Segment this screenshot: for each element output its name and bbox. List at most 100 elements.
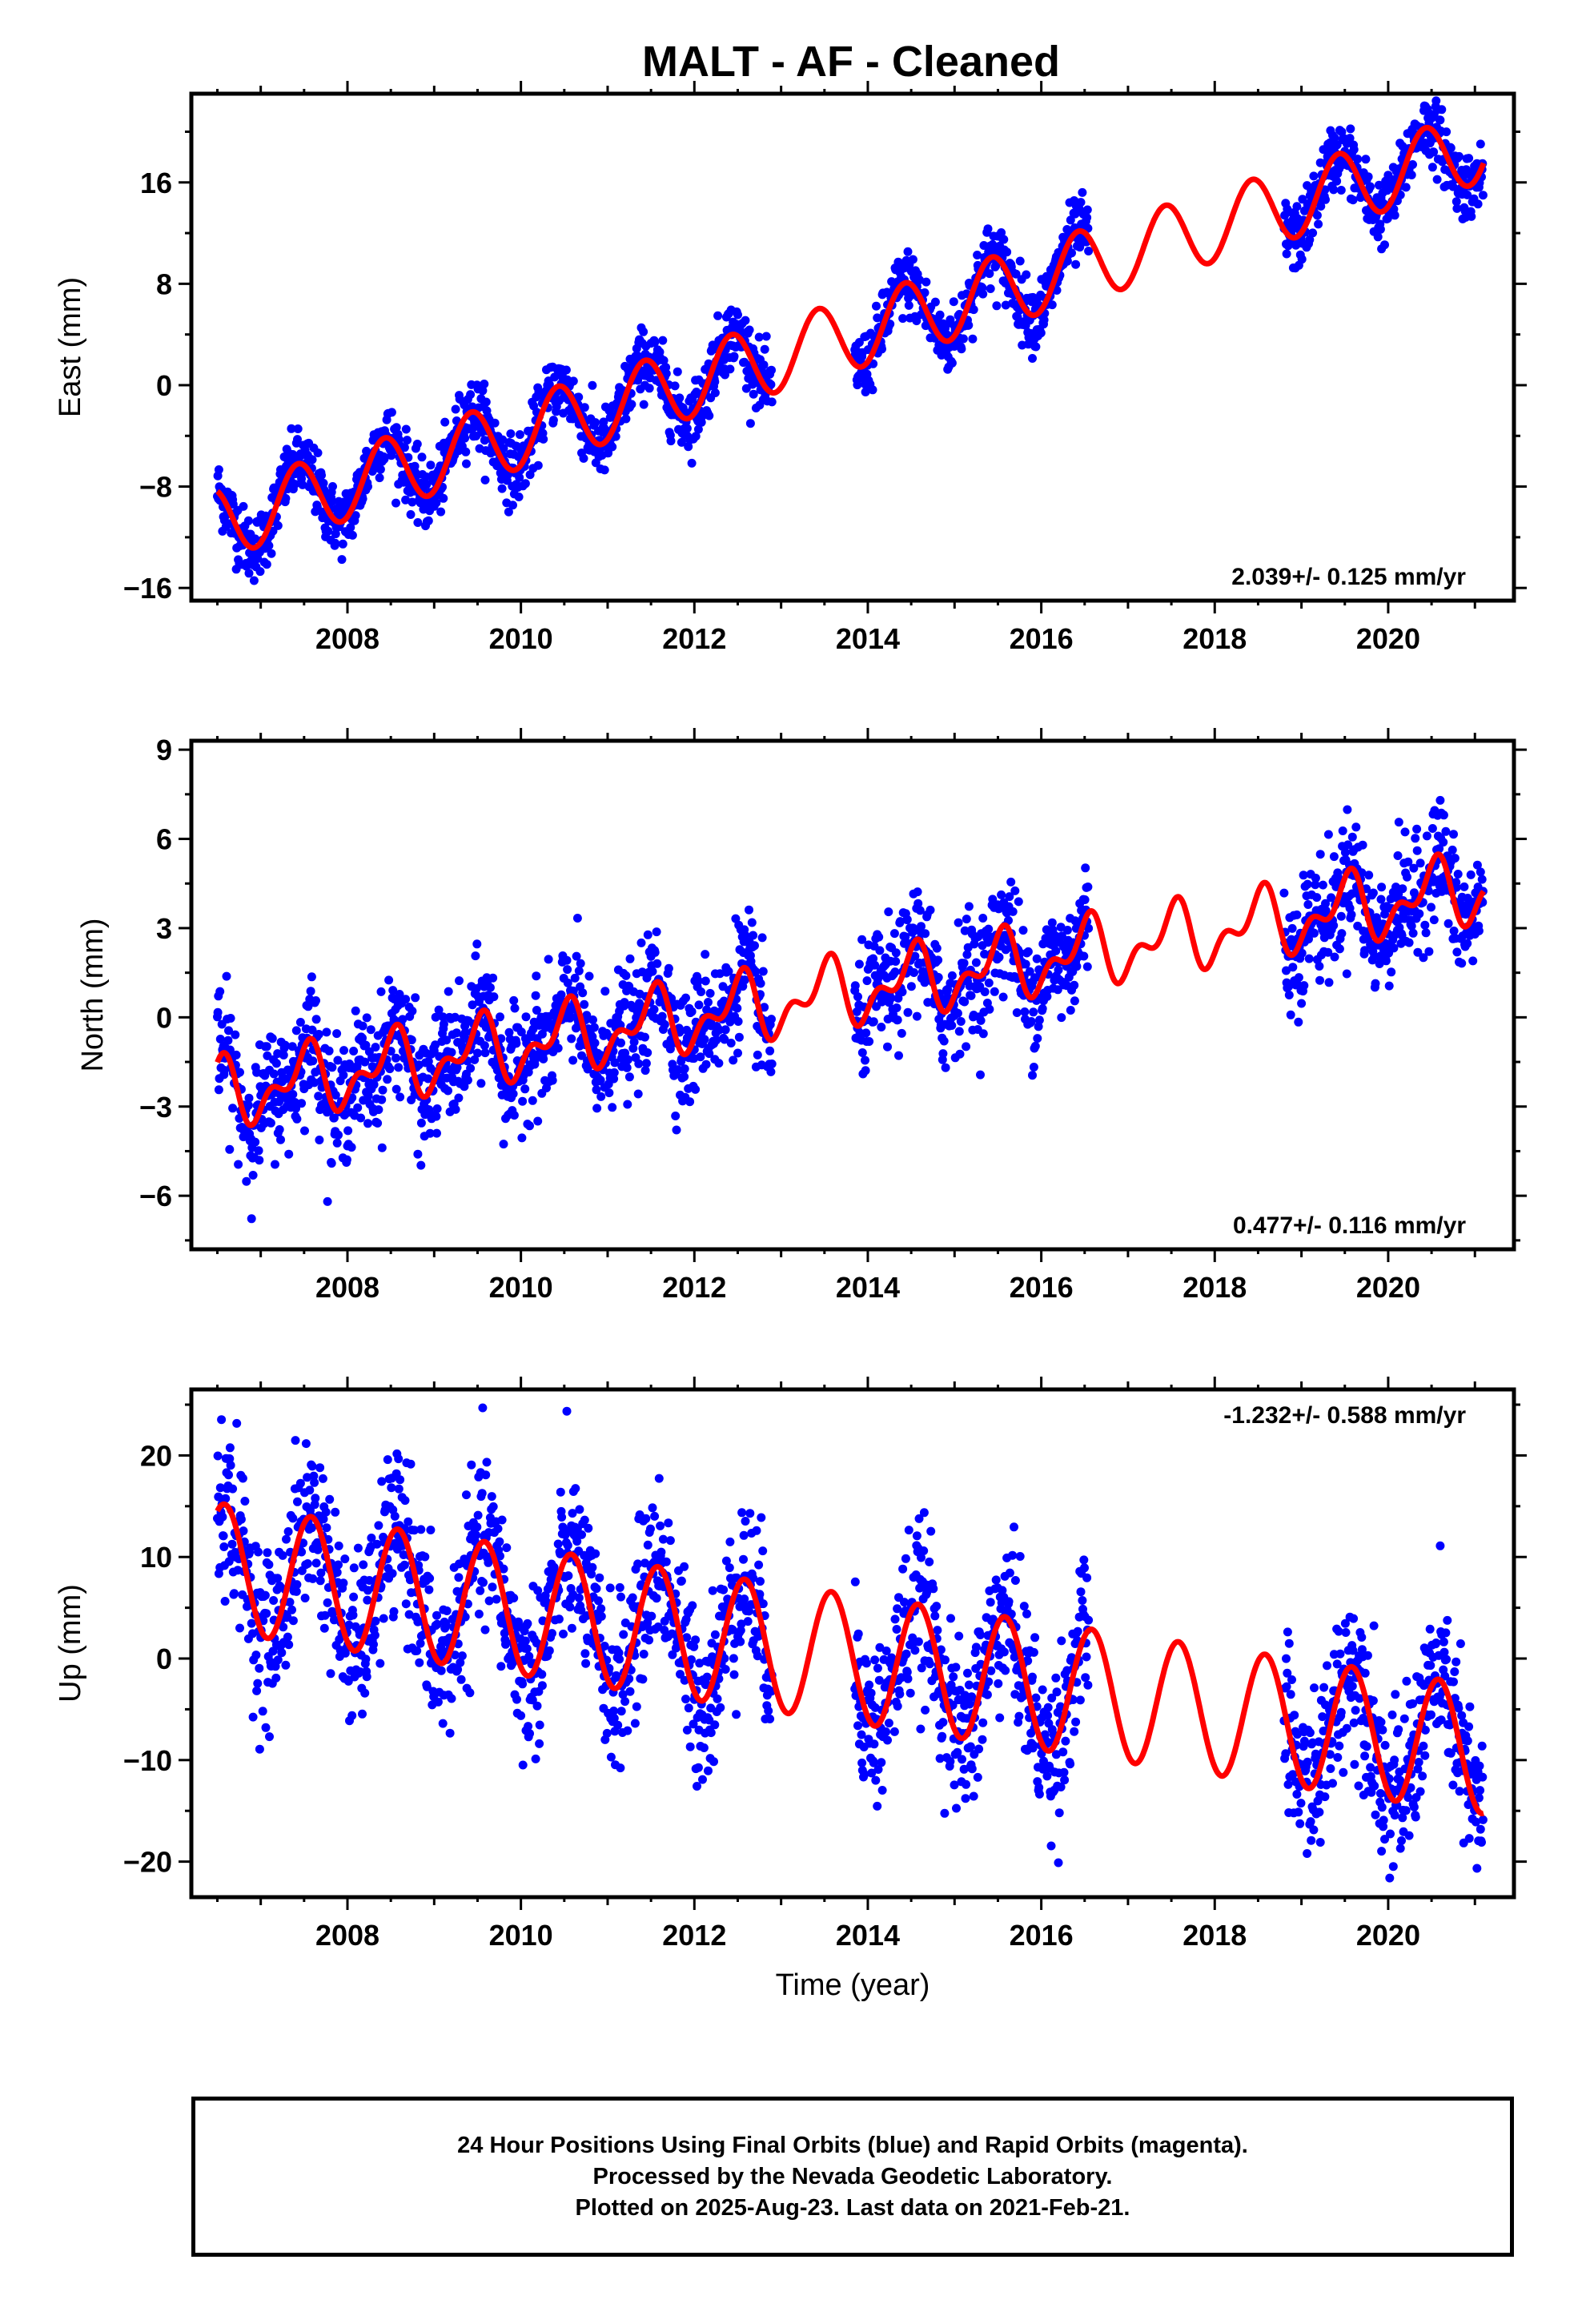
- data-point: [1034, 1015, 1044, 1025]
- data-point: [954, 918, 963, 927]
- data-point: [415, 1658, 424, 1667]
- data-point: [406, 1459, 416, 1469]
- data-point: [407, 1035, 416, 1045]
- data-point: [853, 992, 862, 1002]
- data-point: [394, 1063, 404, 1072]
- data-point: [640, 1032, 649, 1042]
- data-point: [751, 967, 761, 976]
- data-point: [400, 443, 409, 452]
- data-point: [652, 1594, 661, 1603]
- data-point: [721, 370, 729, 380]
- data-point: [1287, 923, 1297, 933]
- x-tick-label: 2018: [1182, 1271, 1247, 1304]
- data-point: [532, 1006, 541, 1015]
- data-point: [1047, 918, 1057, 927]
- data-point: [358, 494, 367, 504]
- data-point: [375, 473, 384, 483]
- data-point: [1412, 824, 1422, 834]
- data-point: [561, 365, 571, 375]
- data-point: [295, 1018, 305, 1027]
- data-point: [1332, 176, 1342, 186]
- data-point: [874, 932, 884, 942]
- data-point: [1034, 1022, 1043, 1031]
- data-point: [865, 1037, 874, 1046]
- data-point: [1031, 342, 1041, 352]
- data-point: [639, 400, 648, 409]
- data-point: [324, 1046, 334, 1055]
- data-point: [474, 1610, 484, 1618]
- data-point: [680, 1064, 689, 1074]
- data-point: [681, 993, 690, 1003]
- data-point: [266, 1118, 275, 1128]
- rate-label: 0.477+/- 0.116 mm/yr: [1233, 1212, 1466, 1239]
- data-point: [633, 376, 643, 385]
- data-point: [908, 255, 917, 264]
- data-point: [968, 334, 978, 344]
- data-point: [539, 1054, 548, 1063]
- data-point: [1435, 795, 1445, 805]
- data-point: [1342, 969, 1351, 979]
- data-point: [1286, 1010, 1295, 1019]
- data-point: [378, 1085, 387, 1095]
- data-point: [416, 1118, 426, 1128]
- data-point: [1081, 863, 1090, 873]
- data-point: [467, 1460, 476, 1470]
- data-point: [1315, 975, 1324, 985]
- data-point: [602, 1728, 612, 1738]
- data-point: [1424, 947, 1434, 956]
- data-point: [1084, 923, 1094, 933]
- data-point: [367, 1062, 377, 1072]
- data-point: [307, 1462, 317, 1471]
- data-point: [1422, 831, 1431, 841]
- data-point: [282, 1534, 291, 1544]
- data-point: [1038, 1004, 1047, 1013]
- data-point: [362, 1672, 371, 1682]
- plot-area: [213, 1389, 1488, 1883]
- data-point: [644, 384, 654, 393]
- data-point: [947, 971, 957, 980]
- data-point: [563, 978, 572, 987]
- data-point: [956, 1017, 966, 1026]
- data-point: [454, 1093, 464, 1103]
- data-point: [387, 1483, 396, 1493]
- data-point: [1361, 155, 1371, 164]
- data-point: [521, 1012, 531, 1022]
- data-point: [340, 1554, 350, 1564]
- data-point: [413, 518, 423, 527]
- data-point: [358, 1033, 367, 1043]
- data-point: [1080, 895, 1090, 904]
- data-point: [548, 1076, 557, 1085]
- data-point: [624, 1072, 634, 1082]
- data-point: [334, 1560, 343, 1570]
- data-point: [588, 1015, 597, 1024]
- data-point: [240, 1497, 250, 1506]
- data-point: [231, 1050, 241, 1059]
- data-point: [670, 381, 680, 391]
- data-point: [520, 1084, 530, 1094]
- data-point: [1335, 944, 1344, 954]
- data-point: [608, 1103, 617, 1112]
- data-point: [217, 1415, 227, 1425]
- data-point: [729, 352, 739, 361]
- data-point: [893, 1015, 902, 1025]
- data-point: [535, 1720, 544, 1730]
- data-point: [641, 1059, 651, 1068]
- data-point: [292, 1114, 302, 1124]
- data-point: [226, 1461, 235, 1470]
- data-point: [480, 1625, 490, 1634]
- data-point: [659, 356, 669, 365]
- data-point: [606, 1752, 616, 1762]
- data-point: [334, 1541, 343, 1550]
- data-point: [903, 1007, 913, 1017]
- data-point: [1415, 909, 1424, 919]
- data-point: [463, 1076, 472, 1085]
- data-point: [1467, 211, 1476, 221]
- data-point: [1321, 899, 1330, 908]
- data-point: [1072, 962, 1082, 971]
- data-point: [457, 1651, 467, 1661]
- data-point: [424, 1074, 433, 1084]
- data-point: [303, 1002, 313, 1011]
- data-point: [766, 1067, 776, 1076]
- data-point: [1082, 205, 1092, 215]
- data-point: [249, 576, 259, 585]
